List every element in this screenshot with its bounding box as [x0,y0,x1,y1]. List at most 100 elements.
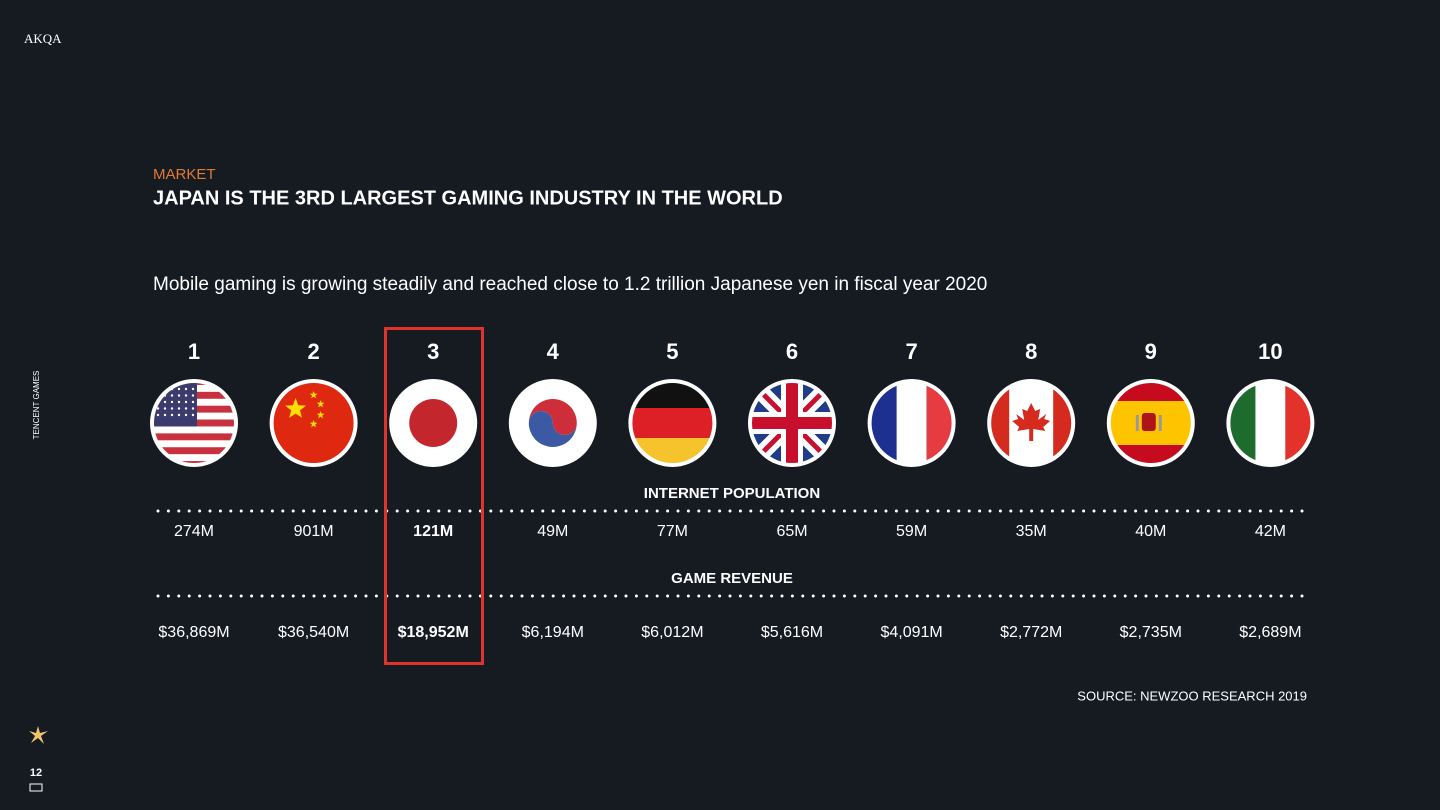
internet-population: 40M [1135,523,1166,540]
flag-part [177,413,181,417]
internet-population: 274M [174,523,214,540]
flag-ring [508,379,597,467]
flag-part [309,391,318,399]
flag-part [153,454,235,462]
internet-population: 59M [896,523,927,540]
source: SOURCE: NEWZOO RESEARCH 2019 [1077,688,1307,703]
rank-number: 3 [427,339,439,364]
flag-part [170,394,174,397]
flag-part [316,400,325,408]
rank-number: 9 [1145,339,1157,364]
game-revenue: $4,091M [880,624,942,641]
game-revenue: $5,616M [761,624,823,641]
flag-part [1012,403,1051,441]
game-revenue: $6,012M [641,624,703,641]
flag-part [156,407,160,410]
internet-population: 121M [413,523,453,540]
star-icon [29,726,48,744]
section-label: MARKET [153,166,216,183]
flag [150,379,238,467]
page-number: 12 [30,767,42,779]
star-shape [29,726,48,744]
rank-number: 7 [905,339,917,364]
flag-part [153,433,235,441]
flag-part [184,413,188,417]
flag-ring [150,379,238,467]
flag [748,379,836,467]
flag-part [184,400,188,404]
population-heading: INTERNET POPULATION [644,485,820,502]
flag [269,379,358,467]
flag-part [409,399,458,447]
flag-part [1255,382,1286,464]
flag-ring [987,379,1076,467]
flag-part [191,394,195,397]
flag-part [153,440,235,448]
flag-ring [1106,379,1195,467]
internet-population: 901M [294,523,334,540]
flag-ring [269,379,358,467]
rank-number: 4 [547,339,560,364]
flag [389,379,478,467]
flag-part [177,387,181,391]
flag-part [191,400,195,404]
game-revenue: $18,952M [398,624,469,641]
flag-part [163,400,167,404]
flag-part [177,394,181,397]
internet-population: 35M [1016,523,1047,540]
rank-number: 6 [786,339,798,364]
game-revenue: $2,735M [1120,624,1182,641]
flag-image [272,382,355,464]
rank-number: 5 [666,339,678,364]
flag-image [1109,382,1192,464]
flag-image [392,382,475,464]
flag-part [153,461,235,464]
flag-image [153,382,235,464]
flag-part [163,413,167,417]
flag-part [163,407,167,410]
flag-part [528,399,577,435]
flag-part [1158,415,1162,431]
rank-number: 1 [188,339,200,364]
flag-part [170,400,174,404]
title: JAPAN IS THE 3RD LARGEST GAMING INDUSTRY… [153,187,783,209]
flag-ring [867,379,956,467]
subtitle: Mobile gaming is growing steadily and re… [153,274,987,295]
rank-number: 8 [1025,339,1037,364]
flag-part [184,407,188,410]
flag-part [309,420,318,428]
flag-part [285,398,307,418]
flag-image [511,382,594,464]
flag-part [191,387,195,391]
flag-part [170,407,174,410]
flag-part [1141,413,1156,431]
flag-part [153,426,235,434]
game-revenue: $36,540M [278,624,349,641]
game-revenue: $36,869M [158,624,229,641]
flag-part [191,413,195,417]
flag-ring [1226,379,1315,467]
flag [508,379,597,467]
internet-population: 49M [537,523,568,540]
logo: AKQA [24,31,62,46]
rank-number: 10 [1258,339,1282,364]
internet-population: 42M [1255,523,1286,540]
flag-part [177,400,181,404]
highlight-box [384,327,484,665]
game-revenue: $2,689M [1239,624,1301,641]
internet-population: 77M [657,523,688,540]
flag-part [191,407,195,410]
side-label: TENCENT GAMES [32,371,41,440]
flag-part [1135,415,1139,431]
flag-part [316,411,325,419]
flag-part [156,413,160,417]
flag-ring [748,379,836,467]
flag [1106,379,1195,467]
internet-population: 65M [776,523,807,540]
rank-number: 2 [307,339,319,364]
flag-ring [389,379,478,467]
flag-part [153,447,235,455]
flag-part [528,411,577,447]
